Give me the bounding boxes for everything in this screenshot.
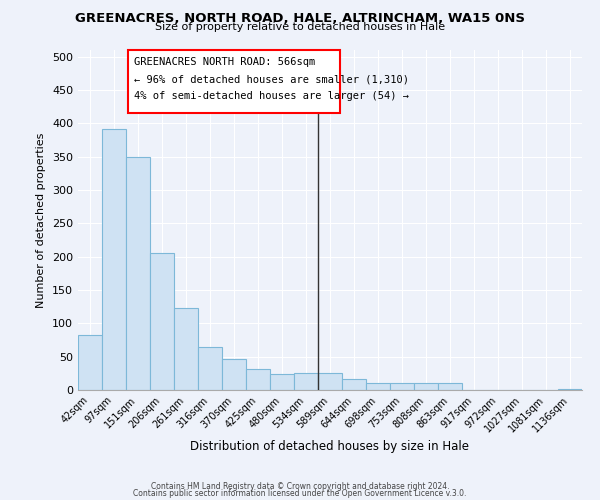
Bar [222, 360, 246, 390]
Bar [558, 388, 582, 390]
Y-axis label: Number of detached properties: Number of detached properties [37, 132, 46, 308]
Bar [414, 384, 438, 390]
Bar [318, 374, 342, 390]
Text: Contains HM Land Registry data © Crown copyright and database right 2024.: Contains HM Land Registry data © Crown c… [151, 482, 449, 491]
Bar [198, 348, 222, 390]
Bar [294, 374, 318, 390]
Bar [150, 254, 174, 390]
Bar [366, 384, 390, 390]
Bar [174, 308, 198, 390]
Text: 4% of semi-detached houses are larger (54) →: 4% of semi-detached houses are larger (5… [134, 92, 409, 102]
FancyBboxPatch shape [128, 50, 340, 114]
Bar [102, 128, 126, 390]
Bar [246, 370, 270, 390]
Bar [390, 384, 414, 390]
X-axis label: Distribution of detached houses by size in Hale: Distribution of detached houses by size … [191, 440, 470, 452]
Text: ← 96% of detached houses are smaller (1,310): ← 96% of detached houses are smaller (1,… [134, 74, 409, 84]
Bar [270, 374, 294, 390]
Bar [342, 380, 366, 390]
Bar [78, 336, 102, 390]
Text: Size of property relative to detached houses in Hale: Size of property relative to detached ho… [155, 22, 445, 32]
Text: GREENACRES, NORTH ROAD, HALE, ALTRINCHAM, WA15 0NS: GREENACRES, NORTH ROAD, HALE, ALTRINCHAM… [75, 12, 525, 26]
Bar [126, 156, 150, 390]
Bar [438, 384, 462, 390]
Text: Contains public sector information licensed under the Open Government Licence v.: Contains public sector information licen… [133, 490, 467, 498]
Text: GREENACRES NORTH ROAD: 566sqm: GREENACRES NORTH ROAD: 566sqm [134, 56, 316, 66]
